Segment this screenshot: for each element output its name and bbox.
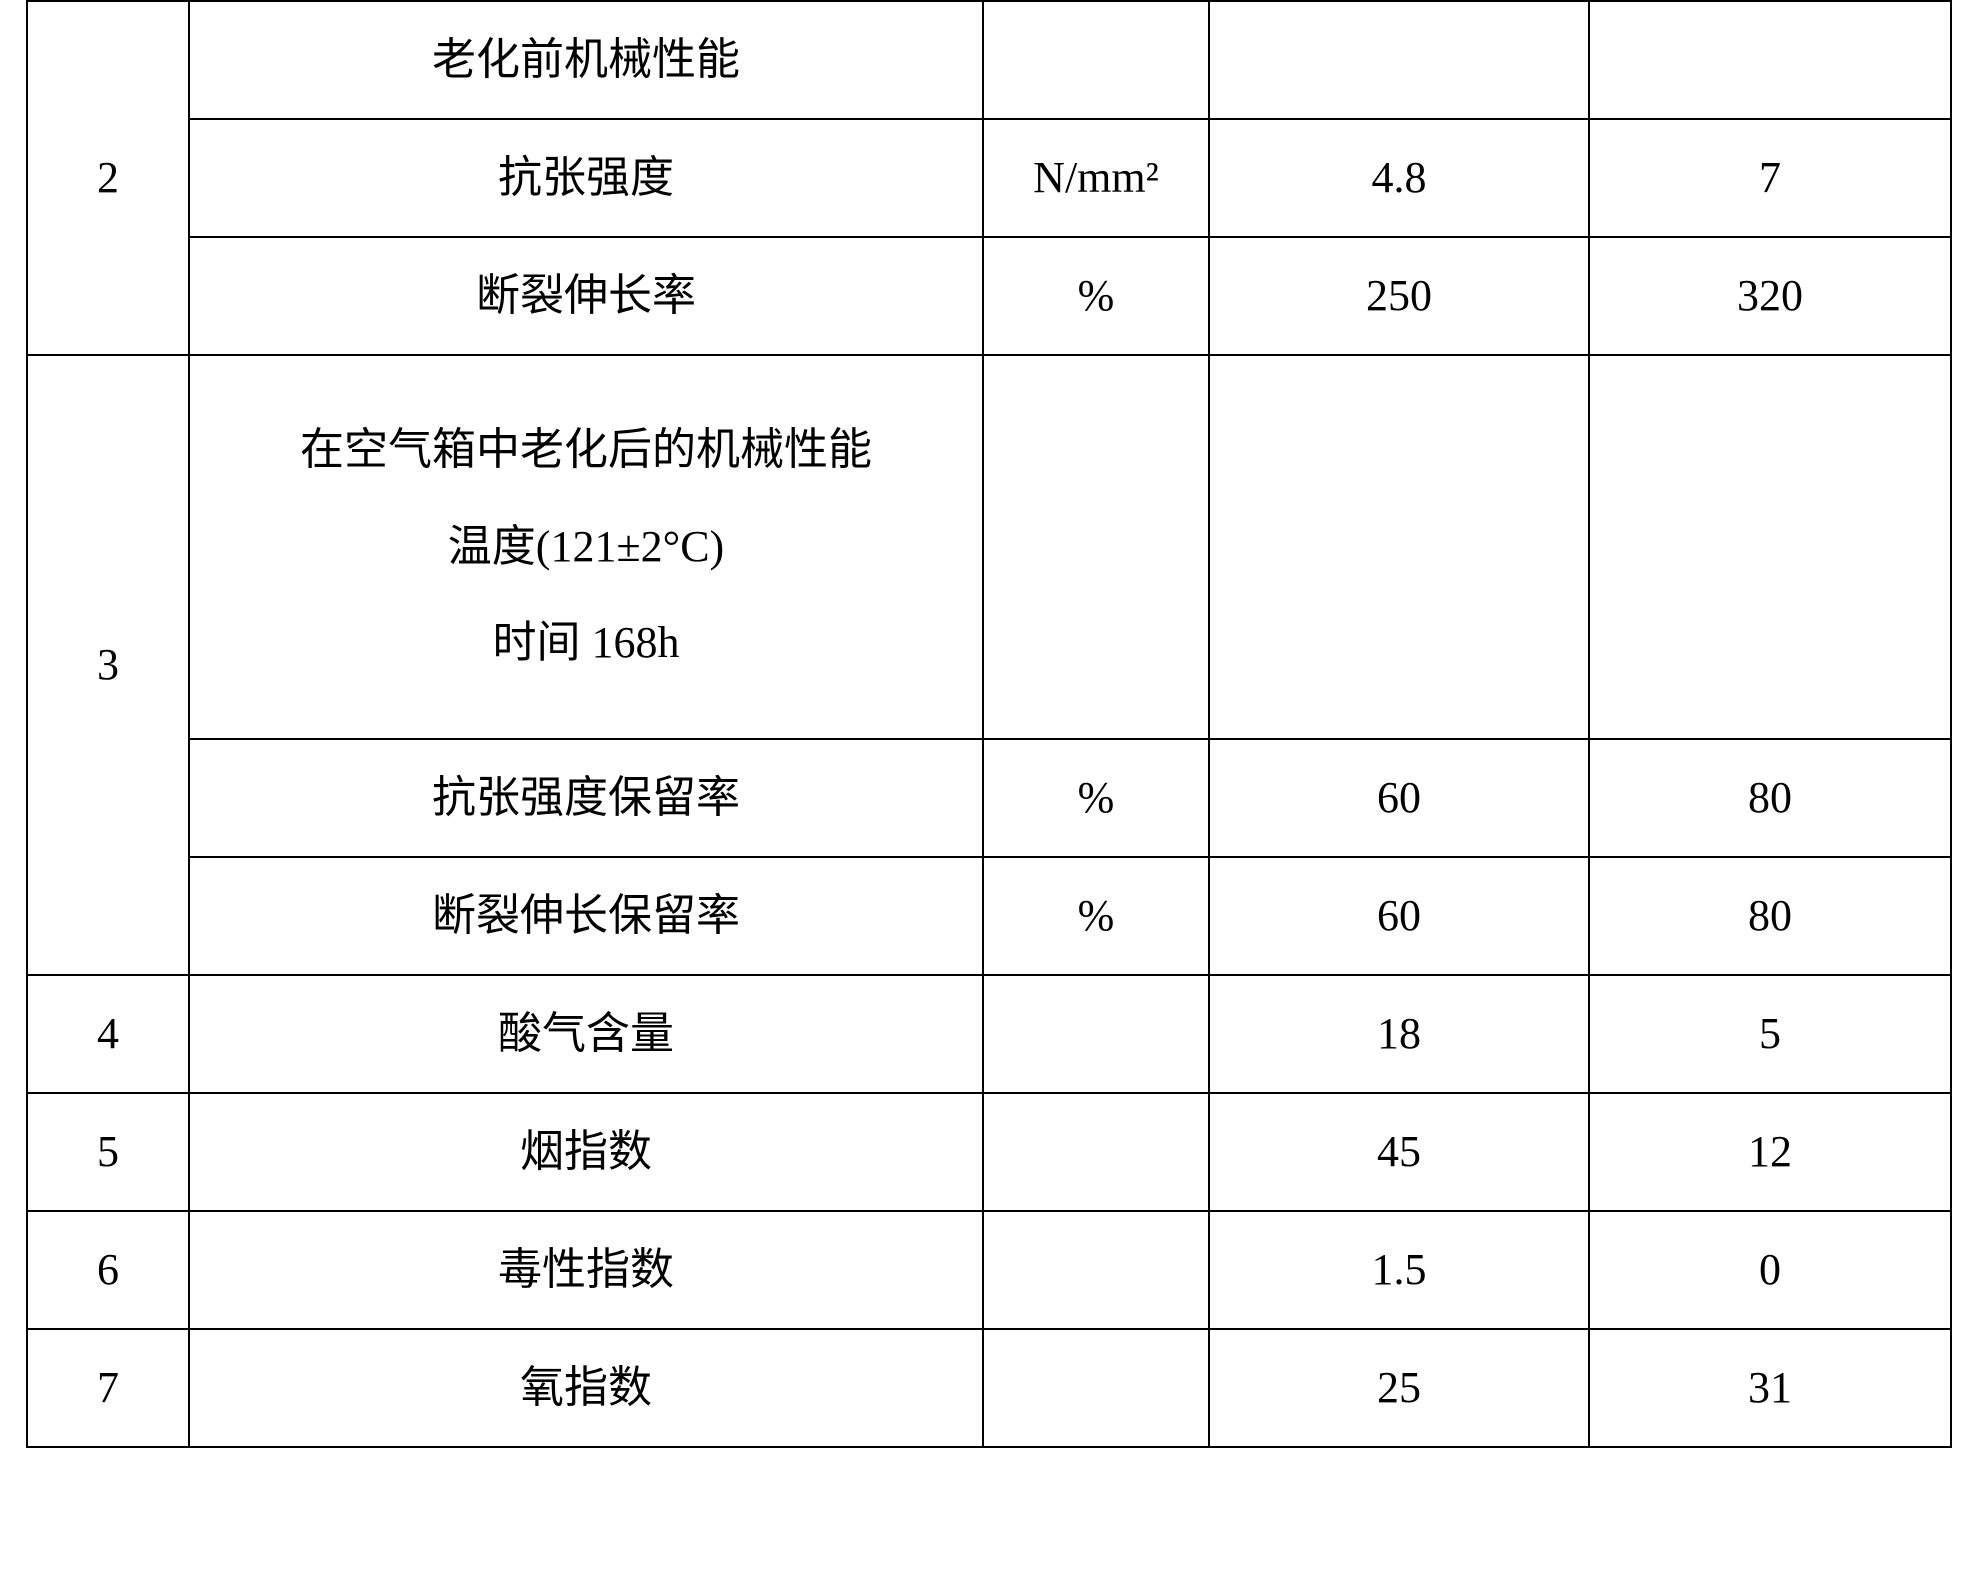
cell-unit <box>983 1211 1209 1329</box>
cell-unit: % <box>983 857 1209 975</box>
cell-v2: 31 <box>1589 1329 1951 1447</box>
cell-unit <box>983 975 1209 1093</box>
cell-label: 烟指数 <box>189 1093 983 1211</box>
table-row: 6 毒性指数 1.5 0 <box>27 1211 1951 1329</box>
cell-unit <box>983 1329 1209 1447</box>
table-row: 断裂伸长保留率 % 60 80 <box>27 857 1951 975</box>
row-number: 7 <box>27 1329 189 1447</box>
table-row: 7 氧指数 25 31 <box>27 1329 1951 1447</box>
cell-unit <box>983 1 1209 119</box>
cell-v1: 60 <box>1209 857 1589 975</box>
section-header: 老化前机械性能 <box>189 1 983 119</box>
table-row: 断裂伸长率 % 250 320 <box>27 237 1951 355</box>
cell-label: 抗张强度 <box>189 119 983 237</box>
table-row: 2 老化前机械性能 <box>27 1 1951 119</box>
cell-label: 断裂伸长率 <box>189 237 983 355</box>
cell-unit: % <box>983 739 1209 857</box>
cell-v2: 5 <box>1589 975 1951 1093</box>
row-number: 3 <box>27 355 189 975</box>
cell-label: 毒性指数 <box>189 1211 983 1329</box>
table-row: 抗张强度保留率 % 60 80 <box>27 739 1951 857</box>
cell-v1: 25 <box>1209 1329 1589 1447</box>
cell-v2: 80 <box>1589 739 1951 857</box>
row-number: 5 <box>27 1093 189 1211</box>
table-row: 4 酸气含量 18 5 <box>27 975 1951 1093</box>
cell-v1: 4.8 <box>1209 119 1589 237</box>
cell-label: 酸气含量 <box>189 975 983 1093</box>
table-row: 5 烟指数 45 12 <box>27 1093 1951 1211</box>
cell-v1: 1.5 <box>1209 1211 1589 1329</box>
cell-v1: 60 <box>1209 739 1589 857</box>
table-row: 3 在空气箱中老化后的机械性能 温度(121±2°C) 时间 168h <box>27 355 1951 739</box>
cell-v2 <box>1589 355 1951 739</box>
cell-unit <box>983 1093 1209 1211</box>
cell-v2 <box>1589 1 1951 119</box>
cell-v2: 0 <box>1589 1211 1951 1329</box>
spec-table: 2 老化前机械性能 抗张强度 N/mm² 4.8 7 断裂伸长率 % 250 3… <box>26 0 1952 1448</box>
cell-v1: 18 <box>1209 975 1589 1093</box>
cell-v1 <box>1209 1 1589 119</box>
cell-unit: % <box>983 237 1209 355</box>
section-header: 在空气箱中老化后的机械性能 温度(121±2°C) 时间 168h <box>189 355 983 739</box>
row-number: 2 <box>27 1 189 355</box>
table-row: 抗张强度 N/mm² 4.8 7 <box>27 119 1951 237</box>
table-container: 2 老化前机械性能 抗张强度 N/mm² 4.8 7 断裂伸长率 % 250 3… <box>0 0 1976 1474</box>
cell-label: 抗张强度保留率 <box>189 739 983 857</box>
cell-unit <box>983 355 1209 739</box>
cell-label: 氧指数 <box>189 1329 983 1447</box>
cell-unit: N/mm² <box>983 119 1209 237</box>
cell-v2: 80 <box>1589 857 1951 975</box>
cell-v1: 250 <box>1209 237 1589 355</box>
row-number: 6 <box>27 1211 189 1329</box>
cell-v1: 45 <box>1209 1093 1589 1211</box>
cell-v2: 12 <box>1589 1093 1951 1211</box>
cell-v2: 320 <box>1589 237 1951 355</box>
cell-v2: 7 <box>1589 119 1951 237</box>
row-number: 4 <box>27 975 189 1093</box>
cell-v1 <box>1209 355 1589 739</box>
cell-label: 断裂伸长保留率 <box>189 857 983 975</box>
